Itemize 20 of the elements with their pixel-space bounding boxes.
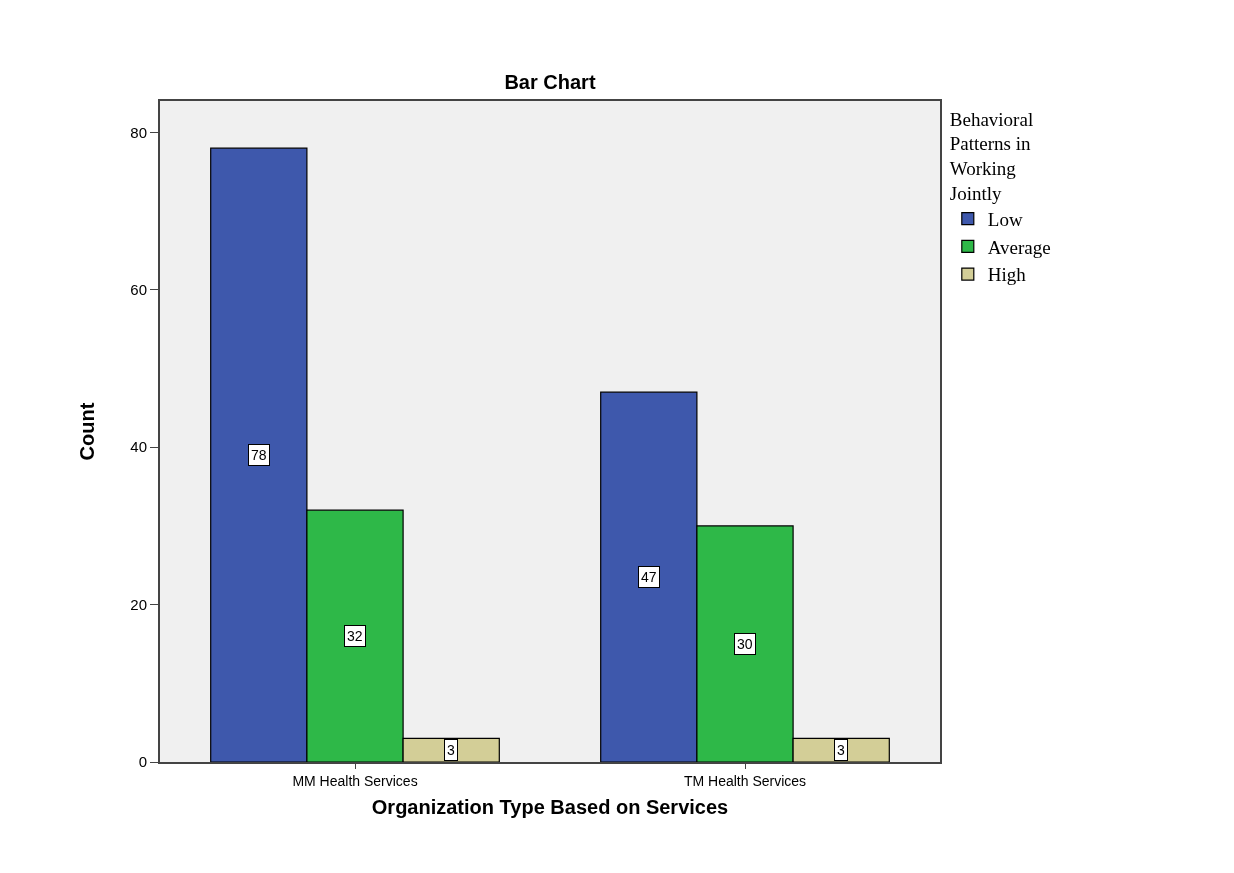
- y-tick-label: 80: [130, 123, 147, 141]
- y-tick-label: 20: [130, 595, 147, 613]
- x-tick-label: TM Health Services: [683, 772, 807, 789]
- y-axis-title: Count: [76, 402, 99, 461]
- data-label: 32: [347, 628, 363, 644]
- legend-title: Behavioral Patterns in Working Jointly: [949, 108, 1034, 204]
- legend-label: High: [987, 264, 1027, 286]
- chart-title: Bar Chart: [504, 71, 596, 93]
- x-tick-label: MM Health Services: [292, 772, 418, 789]
- data-label: 47: [641, 569, 657, 585]
- data-label: 3: [447, 742, 455, 758]
- y-tick-label: 40: [130, 438, 147, 456]
- data-label: 3: [837, 742, 845, 758]
- legend-label: Low: [987, 209, 1023, 231]
- legend-label: Average: [987, 236, 1051, 258]
- data-label: 78: [251, 447, 267, 463]
- data-label: 30: [737, 636, 753, 652]
- y-tick-label: 0: [138, 753, 147, 771]
- y-tick-label: 60: [130, 281, 147, 299]
- x-axis-title: Organization Type Based on Services: [371, 795, 729, 818]
